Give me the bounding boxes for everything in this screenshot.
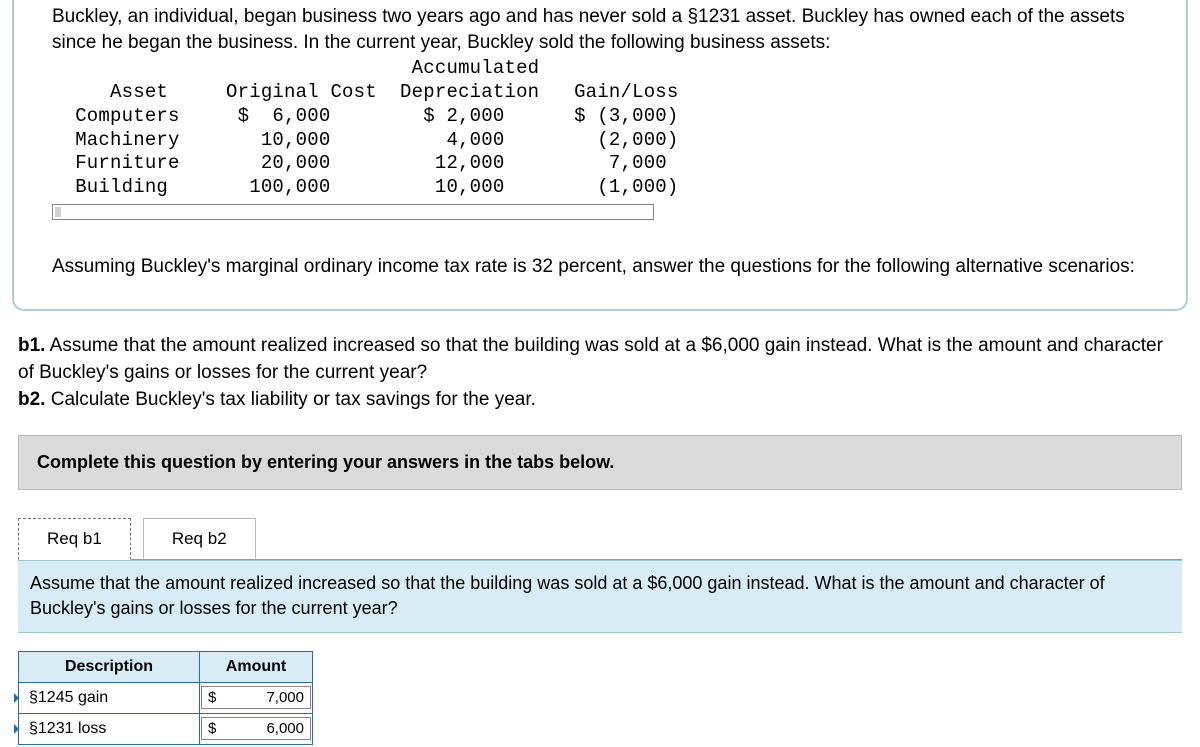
amount-value: 7,000 (266, 689, 304, 706)
instruction-bar: Complete this question by entering your … (18, 435, 1182, 490)
tab-req-b1[interactable]: Req b1 (18, 518, 131, 560)
col-amount: Amount (200, 651, 313, 682)
q-b1-label: b1. (18, 335, 45, 356)
problem-box: Buckley, an individual, began business t… (12, 0, 1188, 311)
amount-value: 6,000 (266, 720, 304, 737)
table-row: §1245 gain $ 7,000 (19, 682, 313, 713)
desc-cell[interactable]: §1245 gain (19, 682, 200, 713)
amount-cell[interactable]: $ 6,000 (200, 713, 313, 744)
intro-text: Buckley, an individual, began business t… (52, 0, 1148, 55)
horizontal-scrollbar[interactable] (52, 204, 654, 220)
tab-req-b2[interactable]: Req b2 (143, 518, 256, 560)
question-b2: b2. Calculate Buckley's tax liability or… (18, 387, 1182, 414)
table-row: §1231 loss $ 6,000 (19, 713, 313, 744)
q-b2-text: Calculate Buckley's tax liability or tax… (45, 389, 535, 410)
q-b2-label: b2. (18, 389, 45, 410)
col-description: Description (19, 651, 200, 682)
question-list: b1. Assume that the amount realized incr… (0, 333, 1200, 413)
desc-cell[interactable]: §1231 loss (19, 713, 200, 744)
asset-data-table: Accumulated Asset Original Cost Deprecia… (52, 57, 1148, 200)
question-b1: b1. Assume that the amount realized incr… (18, 333, 1182, 386)
currency-symbol: $ (208, 689, 216, 706)
tabs: Req b1 Req b2 (18, 518, 1182, 560)
currency-symbol: $ (208, 720, 216, 737)
q-b1-text: Assume that the amount realized increase… (18, 335, 1163, 383)
amount-cell[interactable]: $ 7,000 (200, 682, 313, 713)
answer-table: Description Amount §1245 gain $ 7,000 §1… (18, 651, 313, 745)
tab-question-text: Assume that the amount realized increase… (18, 560, 1182, 633)
assumption-text: Assuming Buckley's marginal ordinary inc… (52, 254, 1148, 280)
